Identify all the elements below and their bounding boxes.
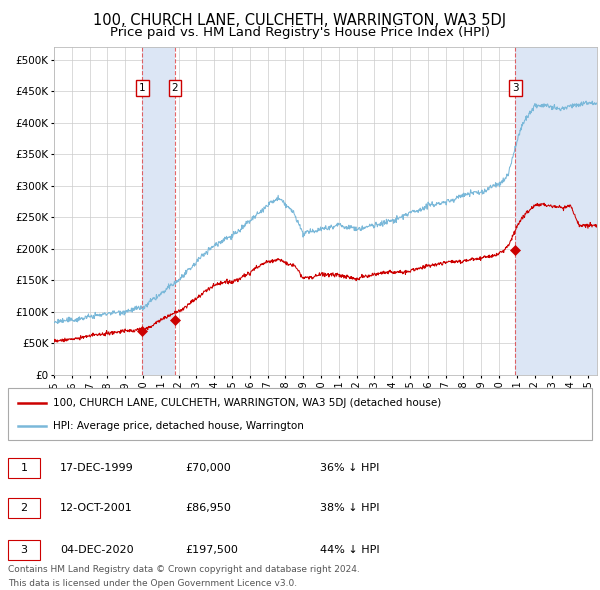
Text: 38% ↓ HPI: 38% ↓ HPI bbox=[320, 503, 380, 513]
Text: 100, CHURCH LANE, CULCHETH, WARRINGTON, WA3 5DJ (detached house): 100, CHURCH LANE, CULCHETH, WARRINGTON, … bbox=[53, 398, 441, 408]
Text: £70,000: £70,000 bbox=[185, 463, 231, 473]
Bar bbox=[8, 498, 40, 518]
Text: 100, CHURCH LANE, CULCHETH, WARRINGTON, WA3 5DJ: 100, CHURCH LANE, CULCHETH, WARRINGTON, … bbox=[94, 13, 506, 28]
Text: HPI: Average price, detached house, Warrington: HPI: Average price, detached house, Warr… bbox=[53, 421, 304, 431]
Text: Price paid vs. HM Land Registry's House Price Index (HPI): Price paid vs. HM Land Registry's House … bbox=[110, 26, 490, 39]
Text: 36% ↓ HPI: 36% ↓ HPI bbox=[320, 463, 379, 473]
Text: £86,950: £86,950 bbox=[185, 503, 231, 513]
Text: Contains HM Land Registry data © Crown copyright and database right 2024.: Contains HM Land Registry data © Crown c… bbox=[8, 565, 360, 575]
Bar bbox=[142, 47, 175, 375]
Bar bbox=[515, 47, 597, 375]
Text: 2: 2 bbox=[20, 503, 28, 513]
Text: 04-DEC-2020: 04-DEC-2020 bbox=[60, 545, 134, 555]
Text: 2: 2 bbox=[172, 83, 178, 93]
Bar bbox=[8, 458, 40, 478]
Bar bbox=[8, 540, 40, 560]
Text: 17-DEC-1999: 17-DEC-1999 bbox=[60, 463, 134, 473]
Text: 1: 1 bbox=[20, 463, 28, 473]
Text: This data is licensed under the Open Government Licence v3.0.: This data is licensed under the Open Gov… bbox=[8, 579, 297, 588]
Bar bbox=[8, 388, 592, 440]
Text: 44% ↓ HPI: 44% ↓ HPI bbox=[320, 545, 380, 555]
Text: 3: 3 bbox=[512, 83, 519, 93]
Text: 1: 1 bbox=[139, 83, 146, 93]
Text: 3: 3 bbox=[20, 545, 28, 555]
Text: 12-OCT-2001: 12-OCT-2001 bbox=[60, 503, 133, 513]
Text: £197,500: £197,500 bbox=[185, 545, 238, 555]
